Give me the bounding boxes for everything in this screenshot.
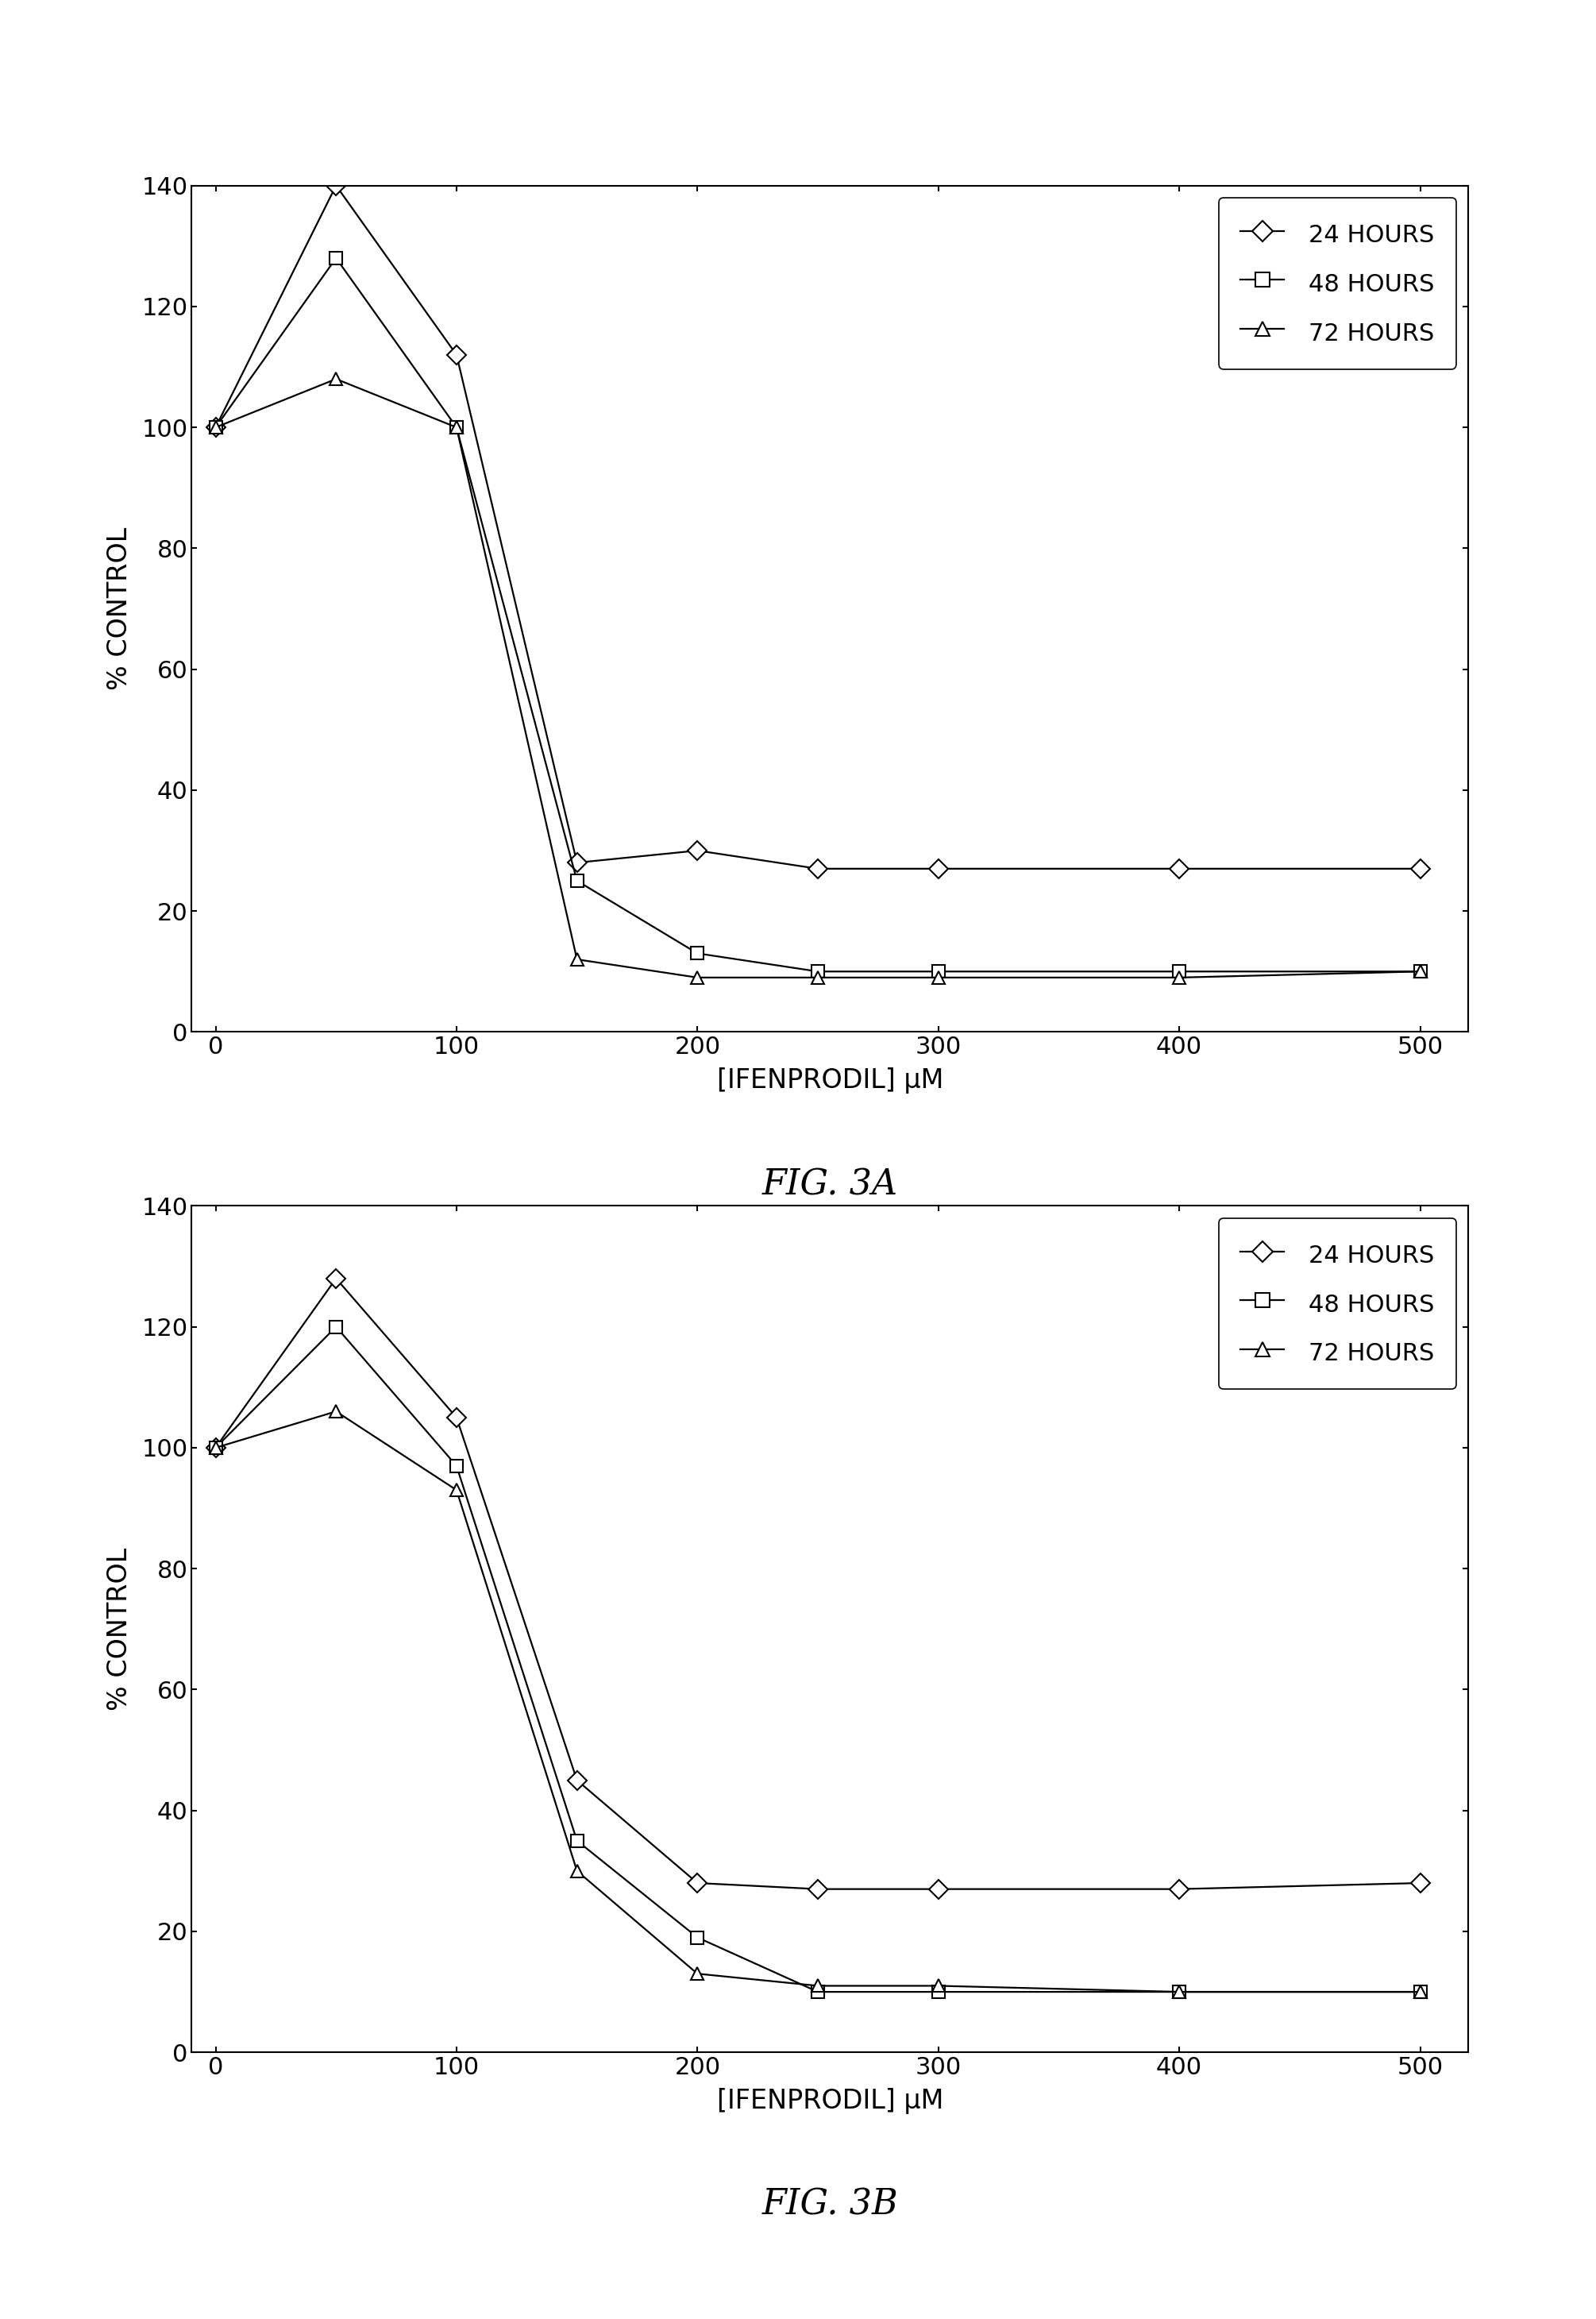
Legend: 24 HOURS, 48 HOURS, 72 HOURS: 24 HOURS, 48 HOURS, 72 HOURS (1219, 1217, 1456, 1389)
24 HOURS (447, 341, 466, 369)
Line: 48 HOURS: 48 HOURS (209, 1320, 1427, 1999)
48 HOURS (808, 1978, 827, 2006)
Legend: 24 HOURS, 48 HOURS, 72 HOURS: 24 HOURS, 48 HOURS, 72 HOURS (1219, 197, 1456, 369)
48 HOURS (1411, 958, 1430, 986)
72 HOURS (808, 965, 827, 993)
24 HOURS (327, 1264, 346, 1292)
Line: 24 HOURS: 24 HOURS (209, 1271, 1427, 1895)
Y-axis label: % CONTROL: % CONTROL (107, 1547, 132, 1711)
48 HOURS (1170, 1978, 1189, 2006)
24 HOURS (688, 837, 707, 865)
48 HOURS (206, 413, 225, 441)
24 HOURS (1170, 856, 1189, 884)
48 HOURS (929, 958, 948, 986)
72 HOURS (808, 1971, 827, 1999)
24 HOURS (1411, 856, 1430, 884)
24 HOURS (568, 849, 587, 877)
72 HOURS (327, 1398, 346, 1426)
48 HOURS (327, 243, 346, 271)
X-axis label: [IFENPRODIL] μM: [IFENPRODIL] μM (717, 1067, 943, 1095)
48 HOURS (929, 1978, 948, 2006)
24 HOURS (1411, 1869, 1430, 1897)
24 HOURS (447, 1403, 466, 1431)
Line: 72 HOURS: 72 HOURS (209, 373, 1427, 983)
48 HOURS (568, 867, 587, 895)
X-axis label: [IFENPRODIL] μM: [IFENPRODIL] μM (717, 2087, 943, 2115)
72 HOURS (688, 1960, 707, 1987)
48 HOURS (206, 1433, 225, 1461)
72 HOURS (447, 1477, 466, 1505)
24 HOURS (688, 1869, 707, 1897)
72 HOURS (206, 1433, 225, 1461)
24 HOURS (1170, 1876, 1189, 1904)
72 HOURS (447, 413, 466, 441)
24 HOURS (929, 856, 948, 884)
Text: FIG. 3B: FIG. 3B (761, 2187, 899, 2222)
24 HOURS (327, 172, 346, 199)
24 HOURS (568, 1767, 587, 1795)
72 HOURS (929, 1971, 948, 1999)
24 HOURS (808, 1876, 827, 1904)
48 HOURS (1411, 1978, 1430, 2006)
48 HOURS (568, 1827, 587, 1855)
72 HOURS (688, 965, 707, 993)
48 HOURS (447, 1452, 466, 1480)
72 HOURS (206, 413, 225, 441)
72 HOURS (1411, 1978, 1430, 2006)
48 HOURS (808, 958, 827, 986)
72 HOURS (929, 965, 948, 993)
72 HOURS (568, 946, 587, 974)
48 HOURS (447, 413, 466, 441)
Line: 72 HOURS: 72 HOURS (209, 1405, 1427, 1999)
24 HOURS (929, 1876, 948, 1904)
72 HOURS (568, 1858, 587, 1885)
24 HOURS (206, 413, 225, 441)
72 HOURS (1170, 1978, 1189, 2006)
Text: FIG. 3A: FIG. 3A (761, 1166, 899, 1201)
Line: 48 HOURS: 48 HOURS (209, 250, 1427, 979)
48 HOURS (688, 939, 707, 967)
24 HOURS (808, 856, 827, 884)
48 HOURS (327, 1313, 346, 1340)
24 HOURS (206, 1433, 225, 1461)
72 HOURS (1411, 958, 1430, 986)
48 HOURS (688, 1922, 707, 1950)
48 HOURS (1170, 958, 1189, 986)
72 HOURS (327, 364, 346, 392)
72 HOURS (1170, 965, 1189, 993)
Line: 24 HOURS: 24 HOURS (209, 179, 1427, 874)
Y-axis label: % CONTROL: % CONTROL (107, 526, 132, 691)
